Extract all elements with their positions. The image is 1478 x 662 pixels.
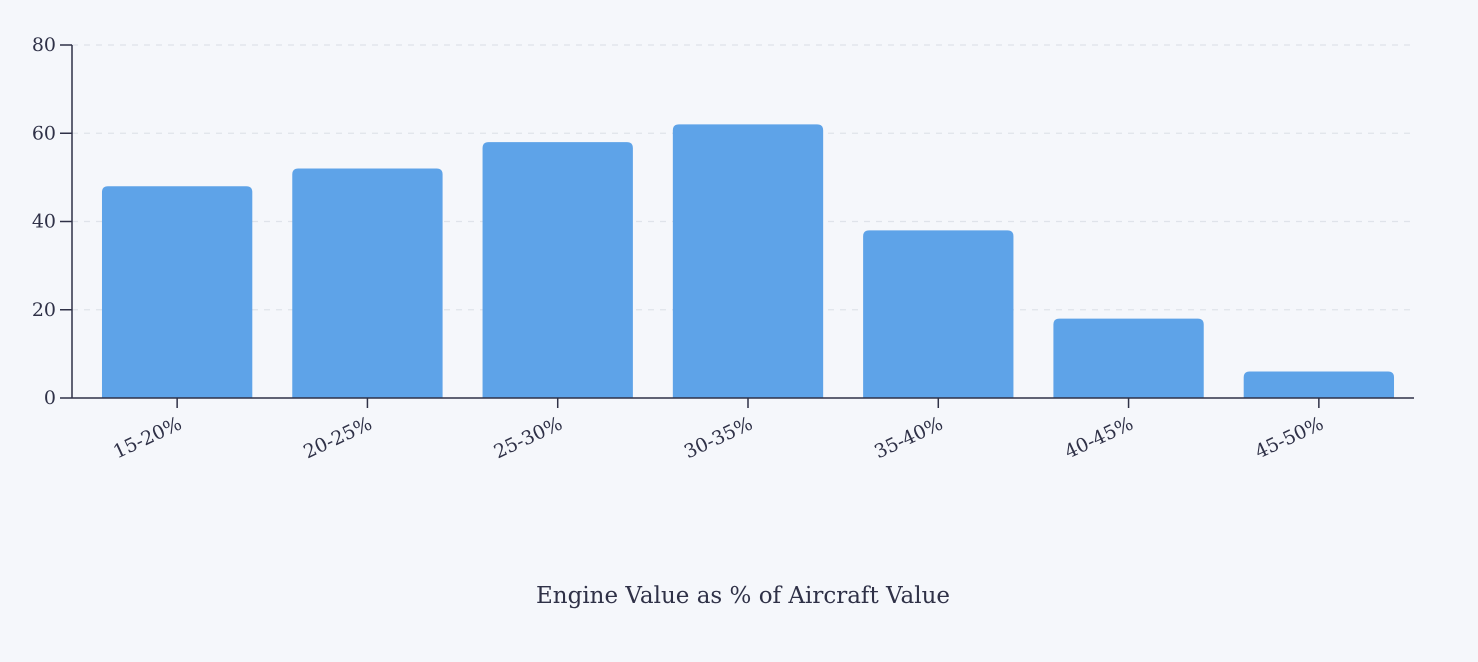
x-tick-label: 35-40%	[871, 413, 946, 464]
x-axis-title: Engine Value as % of Aircraft Value	[536, 583, 950, 609]
x-tick-label: 45-50%	[1252, 413, 1327, 464]
bar-30-35%	[672, 124, 824, 399]
x-tick-label: 30-35%	[681, 413, 756, 464]
y-axis-ticks: 0 20 40 60 80	[32, 34, 72, 409]
grid-lines	[72, 44, 1414, 311]
y-tick-label: 60	[32, 122, 56, 144]
x-tick-label: 15-20%	[110, 413, 185, 464]
y-tick-label: 0	[44, 387, 56, 409]
y-tick-label: 40	[32, 211, 56, 233]
bars	[101, 124, 1395, 399]
bar-20-25%	[292, 168, 443, 398]
bar-40-45%	[1053, 318, 1204, 398]
x-tick-label: 40-45%	[1061, 413, 1136, 464]
bar-35-40%	[863, 230, 1014, 398]
bar-15-20%	[101, 186, 253, 398]
y-tick-label: 20	[32, 299, 56, 321]
x-axis-ticks: 15-20% 20-25% 25-30% 30-35% 35-40% 40-45% 45-5…	[110, 398, 1327, 463]
y-tick-label: 80	[32, 34, 56, 56]
x-tick-label: 20-25%	[300, 413, 375, 464]
x-tick-label: 25-30%	[491, 413, 566, 464]
bar-45-50%	[1243, 371, 1395, 398]
bar-25-30%	[482, 142, 633, 398]
